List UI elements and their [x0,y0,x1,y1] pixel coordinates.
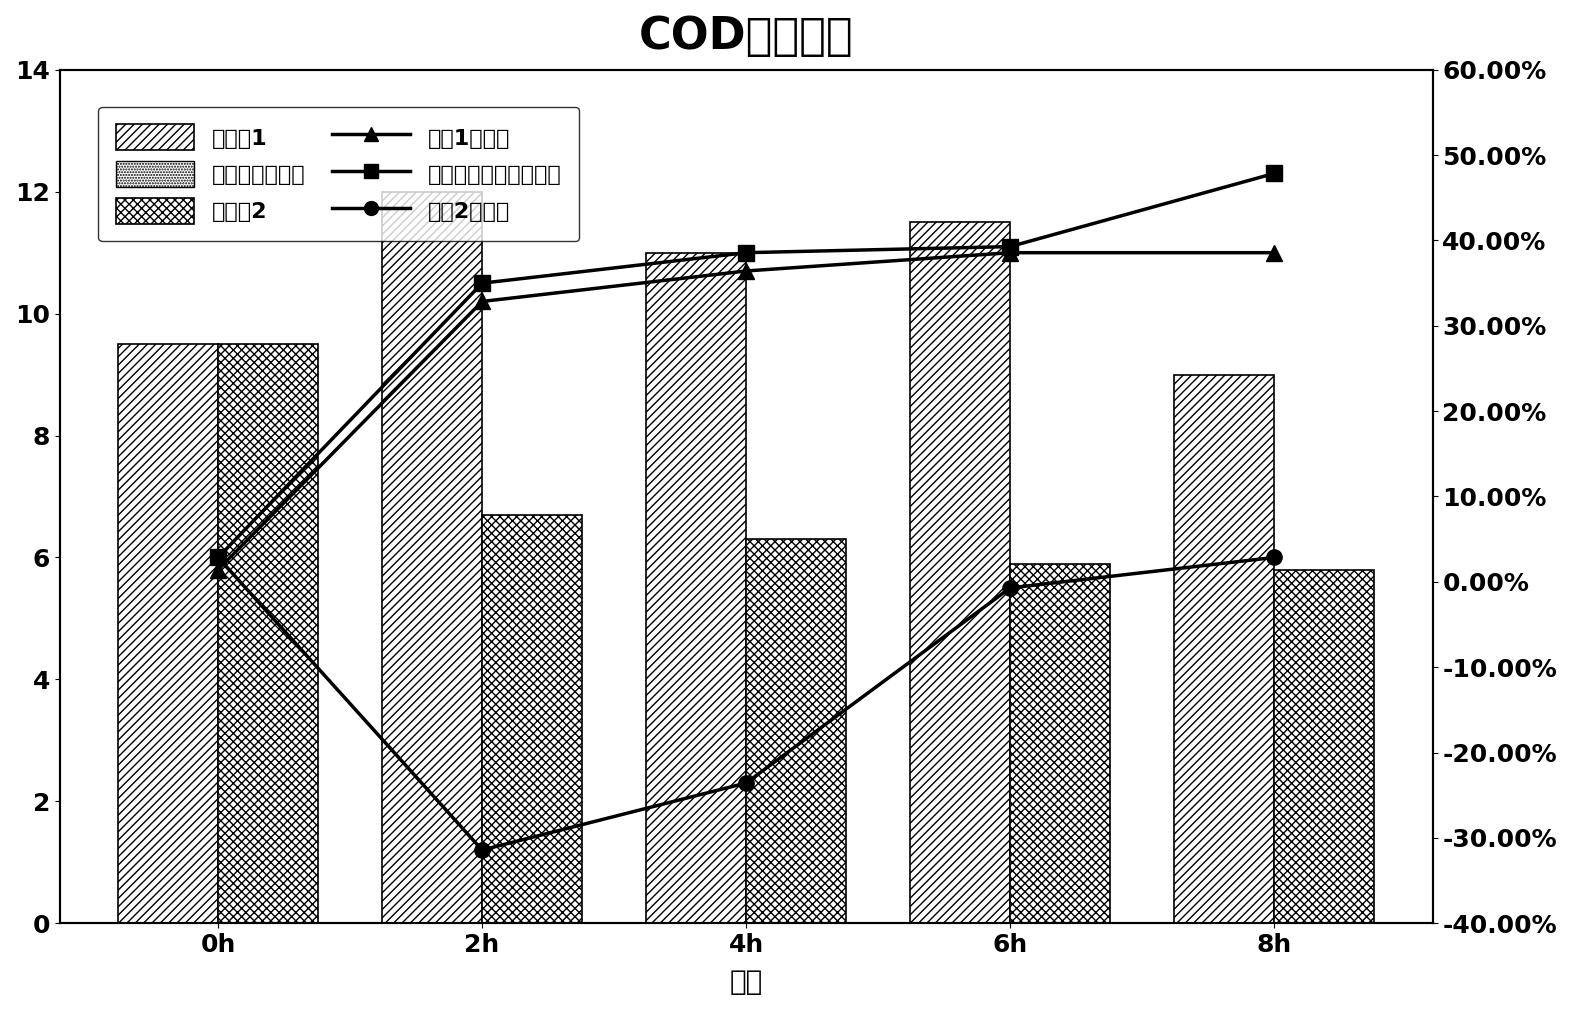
对照2去除率 [1265,551,1284,563]
Legend: 对照组1, 复合微生物制剂, 对照组2, 对照1去除率, 复合微生物制剂去除率, 对照2去除率: 对照组1, 复合微生物制剂, 对照组2, 对照1去除率, 复合微生物制剂去除率,… [99,106,578,242]
对照2去除率 [1001,582,1020,594]
Bar [483,515,583,923]
Bar [219,344,319,923]
对照1去除率 [209,563,228,575]
对照2去除率 [737,776,756,789]
复合微生物制剂去除率 [209,551,228,563]
Bar [1174,375,1275,923]
Bar [382,192,483,923]
复合微生物制剂去除率 [1001,241,1020,253]
对照2去除率 [209,551,228,563]
Line: 对照2去除率: 对照2去除率 [211,550,1281,857]
对照1去除率 [473,295,492,307]
对照2去除率 [473,844,492,856]
Bar [646,253,747,923]
复合微生物制剂去除率 [473,277,492,289]
X-axis label: 时间: 时间 [729,968,762,996]
Line: 对照1去除率: 对照1去除率 [211,245,1281,577]
对照1去除率 [1265,247,1284,259]
复合微生物制剂去除率 [737,247,756,259]
Bar [910,222,1011,923]
Bar [1011,563,1110,923]
对照1去除率 [737,265,756,277]
Bar [1275,569,1374,923]
Bar [118,344,219,923]
对照1去除率 [1001,247,1020,259]
复合微生物制剂去除率 [1265,168,1284,180]
Line: 复合微生物制剂去除率: 复合微生物制剂去除率 [211,166,1281,565]
Bar [747,539,846,923]
Title: COD去除效果: COD去除效果 [638,15,854,58]
